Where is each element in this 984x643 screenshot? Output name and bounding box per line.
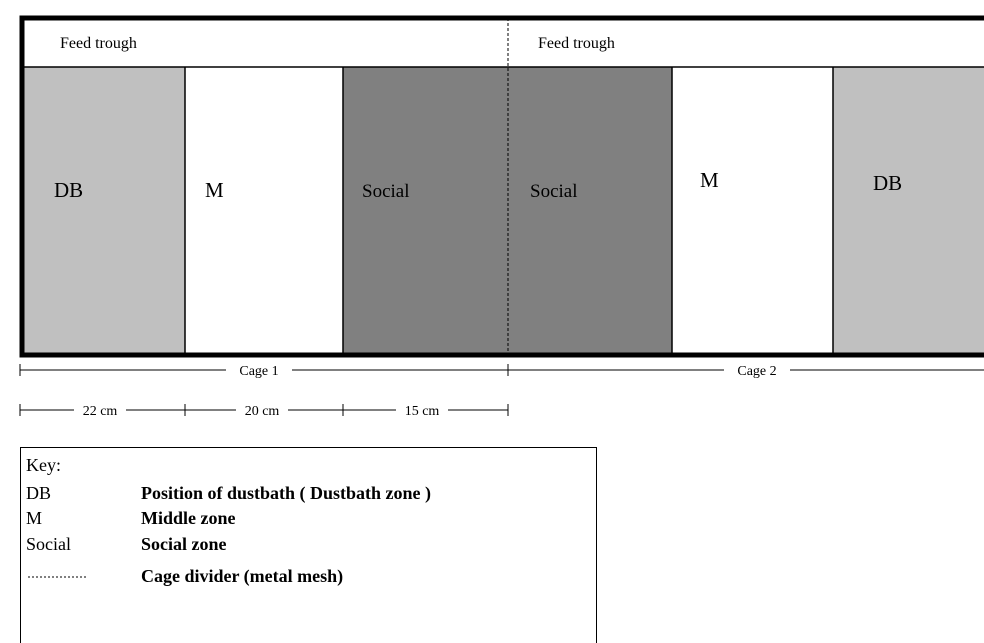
cage-label: Cage 1	[239, 364, 278, 379]
zone-label: M	[205, 178, 224, 202]
key-box	[20, 447, 597, 643]
key-description: Middle zone	[141, 508, 236, 528]
dimension-label: 22 cm	[83, 404, 118, 419]
trough-label: Feed trough	[538, 35, 615, 52]
key-term: Social	[26, 534, 71, 554]
zone-label: DB	[54, 178, 83, 202]
zone-m	[672, 67, 833, 355]
cage-frame	[19, 15, 984, 358]
zone-label: Social	[530, 181, 578, 202]
zone-label: M	[700, 168, 719, 192]
zone-social	[343, 67, 508, 355]
key-title: Key:	[26, 455, 61, 475]
key-term: M	[26, 508, 42, 528]
key-description: Cage divider (metal mesh)	[141, 566, 343, 587]
zone-db	[833, 67, 984, 355]
dimension-label: 20 cm	[245, 404, 280, 419]
zone-m	[185, 67, 343, 355]
dimension-label: 15 cm	[405, 404, 440, 419]
dimension-line	[19, 404, 509, 416]
key-term: DB	[26, 483, 51, 503]
cage-label: Cage 2	[737, 364, 776, 379]
cage-span	[19, 364, 984, 376]
zone-db	[22, 67, 185, 355]
key-description: Position of dustbath ( Dustbath zone )	[141, 483, 431, 504]
zone-social	[508, 67, 672, 355]
key-description: Social zone	[141, 534, 227, 554]
zone-label: DB	[873, 171, 902, 195]
trough-label: Feed trough	[60, 35, 137, 52]
zone-label: Social	[362, 181, 410, 202]
